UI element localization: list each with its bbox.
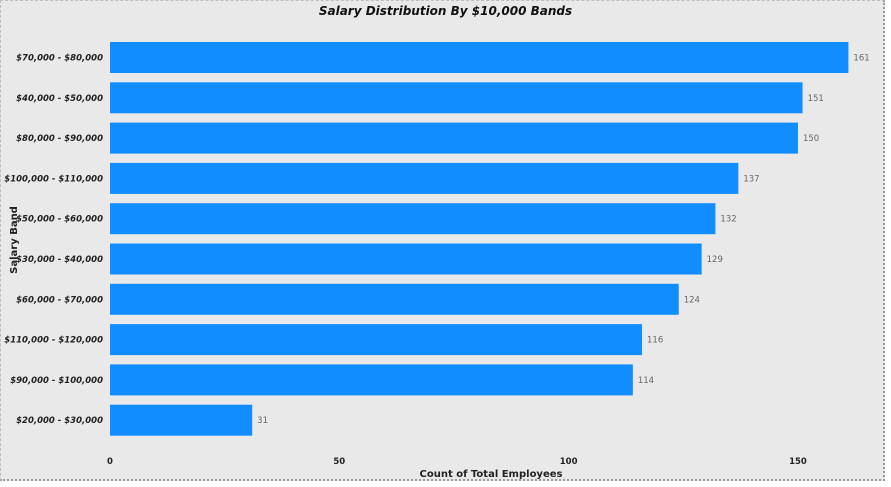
x-tick-label: 100 [560, 457, 578, 467]
x-tick-label: 50 [333, 457, 345, 467]
data-label: 116 [647, 336, 663, 346]
data-label: 129 [707, 255, 723, 265]
x-axis-ticks-group: 0 50 100 150 [107, 457, 807, 467]
category-label: $50,000 - $60,000 [16, 215, 103, 225]
data-label: 137 [743, 174, 759, 184]
bar[interactable] [110, 122, 798, 154]
bar[interactable] [110, 203, 716, 235]
category-label: $30,000 - $40,000 [16, 255, 103, 265]
data-label: 114 [638, 376, 654, 386]
bars-group [110, 42, 849, 436]
category-label: $80,000 - $90,000 [16, 134, 103, 144]
bar[interactable] [110, 42, 849, 73]
bar[interactable] [110, 404, 253, 436]
x-tick-label: 150 [789, 457, 807, 467]
data-label: 150 [803, 134, 819, 144]
category-label: $100,000 - $110,000 [4, 174, 103, 184]
chart-title: Salary Distribution By $10,000 Bands [318, 4, 573, 18]
x-tick-label: 0 [107, 457, 113, 467]
bar[interactable] [110, 283, 679, 315]
value-labels-group: 161 151 150 137 132 129 124 116 114 31 [257, 54, 869, 427]
x-axis-title: Count of Total Employees [420, 469, 563, 480]
bar[interactable] [110, 364, 633, 396]
data-label: 31 [257, 416, 268, 426]
data-label: 151 [808, 94, 824, 104]
bar[interactable] [110, 243, 702, 275]
y-axis-title: Salary Band [9, 206, 20, 274]
bar[interactable] [110, 324, 643, 356]
category-label: $70,000 - $80,000 [16, 54, 103, 64]
data-label: 124 [684, 295, 700, 305]
category-label: $40,000 - $50,000 [16, 94, 103, 104]
category-label: $110,000 - $120,000 [4, 336, 103, 346]
category-label: $20,000 - $30,000 [16, 416, 103, 426]
bar[interactable] [110, 162, 739, 194]
category-label: $90,000 - $100,000 [10, 376, 103, 386]
bar[interactable] [110, 82, 803, 114]
data-label: 132 [720, 215, 736, 225]
category-labels-group: $70,000 - $80,000 $40,000 - $50,000 $80,00… [4, 54, 103, 427]
category-label: $60,000 - $70,000 [16, 295, 103, 305]
data-label: 161 [853, 54, 869, 64]
